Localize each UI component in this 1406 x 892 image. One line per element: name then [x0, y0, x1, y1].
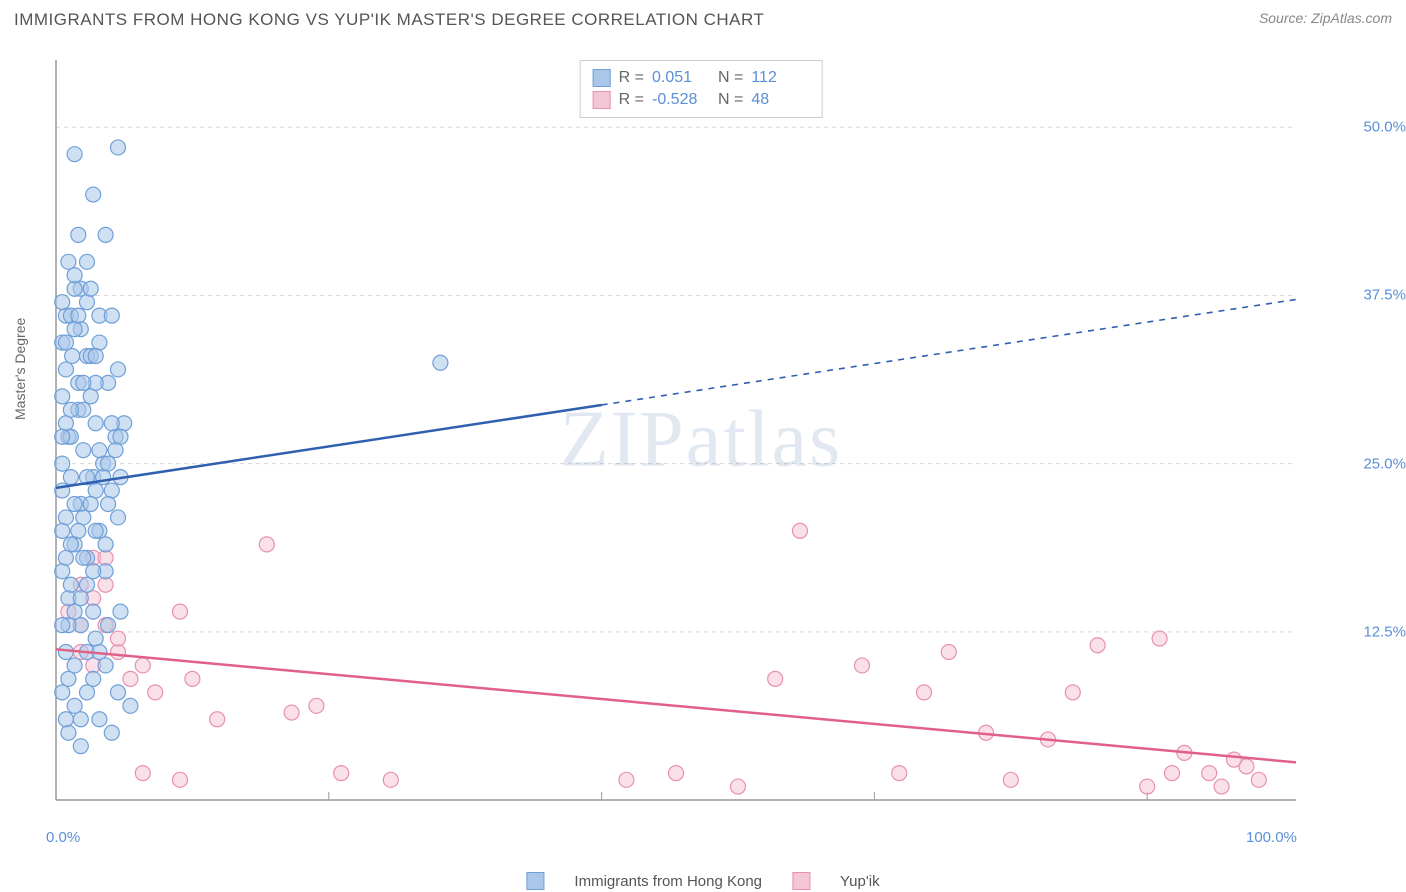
y-tick-label: 12.5%	[1363, 623, 1406, 640]
stats-legend-box: R = 0.051 N = 112 R = -0.528 N = 48	[580, 60, 823, 118]
y-tick-label: 37.5%	[1363, 287, 1406, 304]
stat-r-value-1: 0.051	[652, 69, 710, 87]
y-tick-label: 25.0%	[1363, 455, 1406, 472]
y-tick-label: 50.0%	[1363, 119, 1406, 136]
legend-label-1: Immigrants from Hong Kong	[574, 873, 762, 890]
legend-swatch-1	[526, 872, 544, 890]
legend-swatch-2	[792, 872, 810, 890]
stat-r-value-2: -0.528	[652, 91, 710, 109]
swatch-series-2	[593, 91, 611, 109]
stat-r-label-1: R =	[619, 69, 644, 87]
bottom-legend: Immigrants from Hong Kong Yup'ik	[526, 872, 879, 890]
x-tick-label: 0.0%	[46, 829, 80, 846]
source-attribution: Source: ZipAtlas.com	[1259, 10, 1392, 26]
stat-n-value-2: 48	[751, 91, 809, 109]
legend-label-2: Yup'ik	[840, 873, 880, 890]
chart-header: IMMIGRANTS FROM HONG KONG VS YUP'IK MAST…	[0, 0, 1406, 34]
chart-title: IMMIGRANTS FROM HONG KONG VS YUP'IK MAST…	[14, 10, 764, 30]
y-axis-label: Master's Degree	[12, 318, 28, 420]
stats-row-series-1: R = 0.051 N = 112	[593, 67, 810, 89]
chart-plot-area: R = 0.051 N = 112 R = -0.528 N = 48 ZIPa…	[46, 60, 1356, 820]
stats-row-series-2: R = -0.528 N = 48	[593, 89, 810, 111]
source-label: Source:	[1259, 10, 1307, 26]
source-link[interactable]: ZipAtlas.com	[1311, 10, 1392, 26]
x-tick-label: 100.0%	[1246, 829, 1297, 846]
stat-n-value-1: 112	[751, 69, 809, 87]
chart-svg	[46, 60, 1356, 820]
stat-n-label-2: N =	[718, 91, 743, 109]
stat-r-label-2: R =	[619, 91, 644, 109]
swatch-series-1	[593, 69, 611, 87]
stat-n-label-1: N =	[718, 69, 743, 87]
